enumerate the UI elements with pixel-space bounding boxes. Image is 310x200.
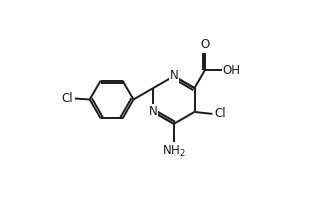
- Text: OH: OH: [223, 64, 241, 77]
- Text: N: N: [148, 105, 157, 118]
- Text: NH$_2$: NH$_2$: [162, 144, 186, 159]
- Text: O: O: [201, 38, 210, 51]
- Text: N: N: [170, 69, 178, 82]
- Text: Cl: Cl: [61, 92, 73, 105]
- Text: Cl: Cl: [215, 107, 226, 120]
